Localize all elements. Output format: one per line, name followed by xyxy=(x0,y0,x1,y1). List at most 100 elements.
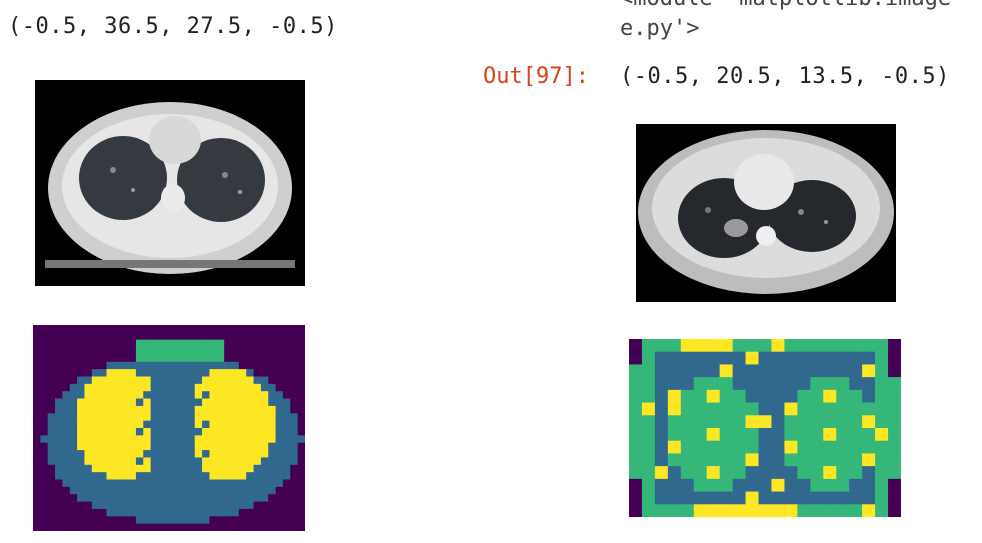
mask-cell xyxy=(275,501,284,510)
mask-cell xyxy=(69,479,78,488)
mask-cell xyxy=(62,376,71,385)
mask-cell xyxy=(290,376,298,385)
mask-cell xyxy=(165,435,173,444)
mask-cell xyxy=(732,491,746,505)
mask-cell xyxy=(238,442,247,451)
mask-cell xyxy=(180,516,188,524)
mask-cell xyxy=(224,420,232,429)
mask-cell xyxy=(680,339,695,353)
mask-cell xyxy=(290,347,298,355)
mask-cell xyxy=(745,364,759,378)
mask-cell xyxy=(194,339,203,348)
mask-cell xyxy=(40,391,48,399)
mask-cell xyxy=(297,376,305,385)
mask-cell xyxy=(693,478,708,492)
mask-cell xyxy=(216,457,225,466)
mask-cell xyxy=(654,364,669,378)
mask-cell xyxy=(888,440,901,454)
mask-cell xyxy=(128,508,137,517)
mask-cell xyxy=(680,415,695,429)
mask-cell xyxy=(246,354,254,363)
mask-cell xyxy=(84,398,93,407)
mask-cell xyxy=(862,377,876,391)
mask-cell xyxy=(106,464,115,473)
mask-cell xyxy=(297,347,305,355)
mask-cell xyxy=(224,332,232,341)
mask-cell xyxy=(275,369,284,377)
mask-cell xyxy=(33,332,41,341)
mask-cell xyxy=(282,472,291,480)
mask-cell xyxy=(106,413,115,421)
mask-cell xyxy=(797,453,811,467)
mask-cell xyxy=(150,361,159,370)
mask-cell xyxy=(172,405,181,414)
mask-cell xyxy=(121,501,129,510)
mask-cell xyxy=(165,428,173,436)
mask-cell xyxy=(77,354,85,363)
mask-cell xyxy=(209,325,218,333)
mask-cell xyxy=(282,413,291,421)
mask-cell xyxy=(693,504,708,517)
mask-cell xyxy=(268,523,276,531)
mask-cell xyxy=(297,428,305,436)
mask-cell xyxy=(128,361,137,370)
mask-cell xyxy=(194,354,203,363)
mask-cell xyxy=(135,464,144,473)
mask-cell xyxy=(106,325,115,333)
mask-cell xyxy=(84,479,93,488)
mask-cell xyxy=(253,494,262,502)
mask-cell xyxy=(202,405,210,414)
mask-cell xyxy=(69,398,78,407)
mask-cell xyxy=(180,479,188,488)
mask-cell xyxy=(187,508,196,517)
mask-cell xyxy=(106,494,115,502)
mask-cell xyxy=(113,472,122,480)
mask-cell xyxy=(784,377,798,391)
mask-cell xyxy=(113,339,122,348)
mask-cell xyxy=(157,420,166,429)
mask-cell xyxy=(99,479,107,488)
mask-cell xyxy=(187,494,196,502)
mask-cell xyxy=(55,361,63,370)
mask-cell xyxy=(680,428,695,442)
mask-cell xyxy=(194,420,203,429)
mask-cell xyxy=(47,405,56,414)
mask-cell xyxy=(275,479,284,488)
mask-cell xyxy=(194,391,203,399)
mask-cell xyxy=(99,325,107,333)
mask-cell xyxy=(55,494,63,502)
mask-cell xyxy=(875,364,889,378)
mask-cell xyxy=(172,457,181,466)
mask-cell xyxy=(275,339,284,348)
mask-cell xyxy=(33,339,41,348)
mask-cell xyxy=(91,391,100,399)
mask-cell xyxy=(253,457,262,466)
mask-cell xyxy=(216,501,225,510)
mask-cell xyxy=(202,450,210,458)
mask-cell xyxy=(667,428,682,442)
mask-cell xyxy=(282,494,291,502)
mask-cell xyxy=(246,391,254,399)
mask-cell xyxy=(113,457,122,466)
mask-cell xyxy=(172,325,181,333)
mask-cell xyxy=(282,501,291,510)
right-output-tuple: (-0.5, 20.5, 13.5, -0.5) xyxy=(620,64,950,89)
mask-cell xyxy=(771,504,785,517)
mask-cell xyxy=(641,466,656,480)
mask-cell xyxy=(224,325,232,333)
mask-cell xyxy=(77,383,85,392)
mask-cell xyxy=(706,466,720,480)
mask-cell xyxy=(165,325,173,333)
mask-cell xyxy=(875,402,889,416)
mask-cell xyxy=(797,351,811,365)
mask-cell xyxy=(836,453,850,467)
mask-cell xyxy=(165,464,173,473)
mask-cell xyxy=(143,369,151,377)
mask-cell xyxy=(128,442,137,451)
mask-cell xyxy=(99,391,107,399)
mask-cell xyxy=(862,364,876,378)
mask-cell xyxy=(77,391,85,399)
mask-cell xyxy=(172,398,181,407)
mask-cell xyxy=(297,398,305,407)
mask-cell xyxy=(180,413,188,421)
